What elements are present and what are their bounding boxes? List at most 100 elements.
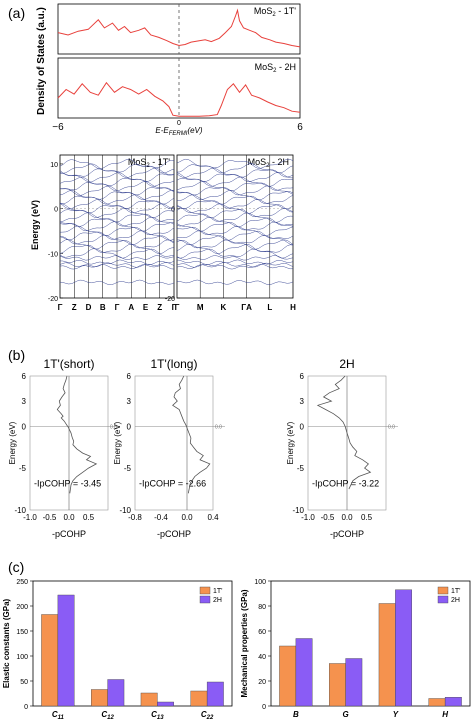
- cohp-title: 2H: [339, 357, 354, 371]
- band-ytick-label: 10: [50, 162, 58, 169]
- dos-xtick-left: −6: [52, 122, 64, 133]
- cohp-xtick-label: 0.0: [181, 513, 193, 522]
- bands-2h-kpoints: Γ M K ΓA L H: [175, 303, 297, 312]
- cohp-ytick-label: 0: [127, 422, 132, 431]
- cohp-xtick-label: 0.5: [83, 513, 95, 522]
- cohp-xtick-label: -0.5: [43, 513, 57, 522]
- band-kpoint-label: M: [197, 303, 204, 312]
- bar-category-label: C13: [151, 710, 164, 721]
- bar-2H-1: [107, 679, 125, 707]
- bar-category-main: B: [293, 710, 299, 719]
- bar-frame: [32, 580, 233, 707]
- bar-category-label: C11: [52, 710, 65, 721]
- bar-category-label: H: [442, 710, 448, 719]
- bar-ylabel: Mechanical properties (GPa): [240, 589, 249, 697]
- cohp-frame: [134, 375, 214, 511]
- cohp-xlabel: -pCOHP: [330, 529, 364, 539]
- cohp-ytick-label: 3: [300, 397, 305, 406]
- band-kpoint-label: L: [267, 303, 272, 312]
- dos-panel: MoS2 - 1T' MoS2 - 2H Density of States (…: [36, 3, 303, 137]
- bar-1T'-2: [378, 603, 396, 707]
- bar-ytick-label: 80: [258, 604, 266, 611]
- bar-1T'-1: [329, 663, 346, 707]
- bar-2H-3: [444, 697, 462, 707]
- cohp-panel: 1T'(short) 0.0 -10 -5 0 3 6 Energy (eV) -1.0 -0.5…: [8, 357, 398, 539]
- band-kpoint-label: E: [143, 303, 149, 312]
- band-kpoint-label: K: [221, 303, 227, 312]
- band-ytick-label: -20: [165, 296, 175, 303]
- bar-2H-1: [345, 658, 363, 707]
- cohp-curve: [172, 375, 211, 494]
- bar-2H-0: [295, 638, 313, 707]
- dos-top-label: MoS2 - 1T': [254, 6, 296, 18]
- bar-category-main: Y: [393, 710, 399, 719]
- band-line: [176, 216, 294, 228]
- cohp-ytick-label: -10: [292, 506, 304, 515]
- dos-xlabel: E-EFERMI(eV): [155, 126, 202, 137]
- bar-1T'-1: [91, 689, 108, 707]
- bar-ytick-label: 100: [254, 579, 266, 586]
- panel-label-b: (b): [8, 347, 25, 363]
- bar-category-main: H: [442, 710, 448, 719]
- bands-1t-yticks: -20 -10 0 10: [48, 162, 63, 303]
- band-line: [59, 262, 175, 268]
- band-line: [177, 279, 294, 285]
- bar-ytick-label: 150: [16, 629, 28, 636]
- band-line: [176, 262, 294, 268]
- band-line: [176, 185, 294, 196]
- band-kpoint-label: Γ: [58, 303, 63, 312]
- bar-category-label: G: [343, 710, 349, 719]
- cohp-xtick-label: -0.8: [128, 513, 142, 522]
- band-line: [59, 279, 175, 285]
- bar-1T'-2: [140, 692, 158, 707]
- bar-category-sub: 11: [58, 715, 65, 721]
- bands-ylabel: Energy (eV): [30, 200, 40, 250]
- cohp-ef-label: 0.0: [110, 424, 117, 430]
- bar-1T'-0: [41, 614, 59, 707]
- band-kpoint-label: Z: [72, 303, 77, 312]
- bar-2H-0: [57, 594, 75, 707]
- bar-legend-swatch: [199, 586, 211, 595]
- cohp-xtick-label: -0.4: [154, 513, 168, 522]
- bar-category-sub: 13: [157, 715, 164, 721]
- band-kpoint-label: H: [290, 303, 296, 312]
- panel-label-a: (a): [8, 5, 25, 21]
- bar-category-main: G: [343, 710, 349, 719]
- band-line: [176, 259, 294, 265]
- dos-xtick-zero: 0: [177, 120, 181, 127]
- cohp-ytick-label: -5: [297, 464, 305, 473]
- band-line: [59, 259, 175, 265]
- bar-legend-label: 2H: [451, 597, 460, 604]
- bar-ylabel: Elastic constants (GPa): [2, 598, 11, 688]
- band-line: [176, 255, 294, 261]
- bar-legend-swatch: [437, 586, 449, 595]
- bar-ytick-label: 50: [20, 679, 28, 686]
- band-line: [176, 163, 294, 174]
- cohp-ytick-label: -5: [19, 464, 27, 473]
- bar-category-label: C22: [201, 710, 214, 721]
- bar-category-main: C: [52, 710, 58, 719]
- bar-category-main: C: [201, 710, 207, 719]
- bar-ytick-label: 20: [258, 679, 266, 686]
- band-line: [176, 207, 294, 219]
- band-line: [59, 216, 175, 227]
- cohp-ef-label: 0.0: [388, 424, 395, 430]
- band-line: [59, 207, 175, 218]
- cohp-ytick-label: 3: [22, 397, 27, 406]
- bar-legend-label: 1T': [213, 588, 223, 595]
- bar-ytick-label: 60: [258, 629, 266, 636]
- cohp-title: 1T'(short): [44, 357, 95, 371]
- band-line: [59, 248, 175, 259]
- cohp-ytick-label: 6: [127, 372, 132, 381]
- band-line: [176, 221, 294, 232]
- band-line: [176, 239, 294, 250]
- band-line: [59, 239, 175, 250]
- band-ytick-label: -10: [48, 251, 58, 258]
- cohp-title: 1T'(long): [151, 357, 198, 371]
- band-kpoint-label: B: [100, 303, 106, 312]
- band-line: [176, 158, 294, 169]
- band-line: [59, 230, 175, 241]
- band-line: [176, 248, 294, 259]
- band-line: [176, 243, 294, 255]
- cohp-xtick-label: -0.5: [321, 513, 335, 522]
